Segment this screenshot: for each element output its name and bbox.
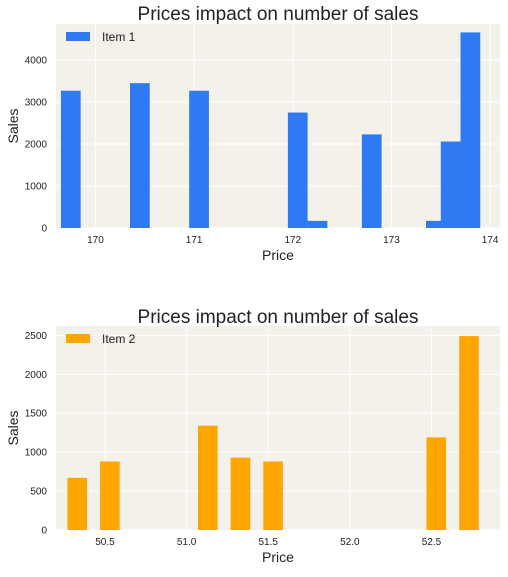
y-tick-label: 0 <box>41 224 47 235</box>
bar <box>198 425 218 530</box>
legend-swatch <box>66 32 90 41</box>
plot-background <box>56 24 500 228</box>
y-axis-label: Sales <box>5 108 21 143</box>
bar <box>100 461 120 530</box>
bar <box>361 134 382 228</box>
y-tick-label: 1000 <box>25 182 48 193</box>
legend: Item 1 <box>66 30 136 44</box>
chart-2: 50.5 51.0 51.5 52.0 52.5 0 500 1000 1500 2000 2500… <box>5 307 500 565</box>
bar <box>60 90 81 228</box>
y-tick-label: 500 <box>30 487 47 498</box>
y-tick-label: 4000 <box>25 56 48 67</box>
x-tick-label: 171 <box>186 235 203 246</box>
x-tick-label: 174 <box>482 235 499 246</box>
legend-label: Item 1 <box>102 30 136 44</box>
bar <box>263 461 283 530</box>
bar <box>287 112 308 228</box>
x-tick-label: 51.0 <box>177 537 197 548</box>
bar <box>440 141 461 228</box>
x-axis-label: Price <box>262 549 294 565</box>
bar <box>307 220 328 228</box>
x-tick-label: 52.0 <box>340 537 360 548</box>
x-tick-label: 170 <box>87 235 104 246</box>
x-axis-label: Price <box>262 247 294 263</box>
chart-1: 170 171 172 173 174 0 1000 2000 3000 4000 Prices i… <box>5 4 500 263</box>
chart-title: Prices impact on number of sales <box>138 307 419 328</box>
legend: Item 2 <box>66 332 136 346</box>
bar <box>130 83 150 229</box>
x-tick-label: 52.5 <box>422 537 442 548</box>
y-tick-label: 1000 <box>25 448 48 459</box>
x-tick-label: 173 <box>383 235 400 246</box>
bar <box>460 32 481 228</box>
legend-label: Item 2 <box>102 332 136 346</box>
bar <box>426 220 446 228</box>
x-tick-label: 51.5 <box>258 537 278 548</box>
x-tick-label: 50.5 <box>95 537 115 548</box>
bar <box>426 437 447 530</box>
y-tick-label: 2000 <box>25 140 48 151</box>
y-tick-label: 2500 <box>25 331 48 342</box>
y-tick-label: 3000 <box>25 98 48 109</box>
y-tick-label: 1500 <box>25 409 48 420</box>
y-tick-label: 2000 <box>25 370 48 381</box>
bar <box>459 336 479 530</box>
bar <box>189 90 209 228</box>
x-tick-label: 172 <box>284 235 301 246</box>
bar <box>230 457 251 530</box>
y-axis-label: Sales <box>5 410 21 445</box>
chart-title: Prices impact on number of sales <box>138 4 419 25</box>
y-tick-label: 0 <box>41 526 47 537</box>
bar <box>67 477 88 530</box>
legend-swatch <box>66 334 90 343</box>
